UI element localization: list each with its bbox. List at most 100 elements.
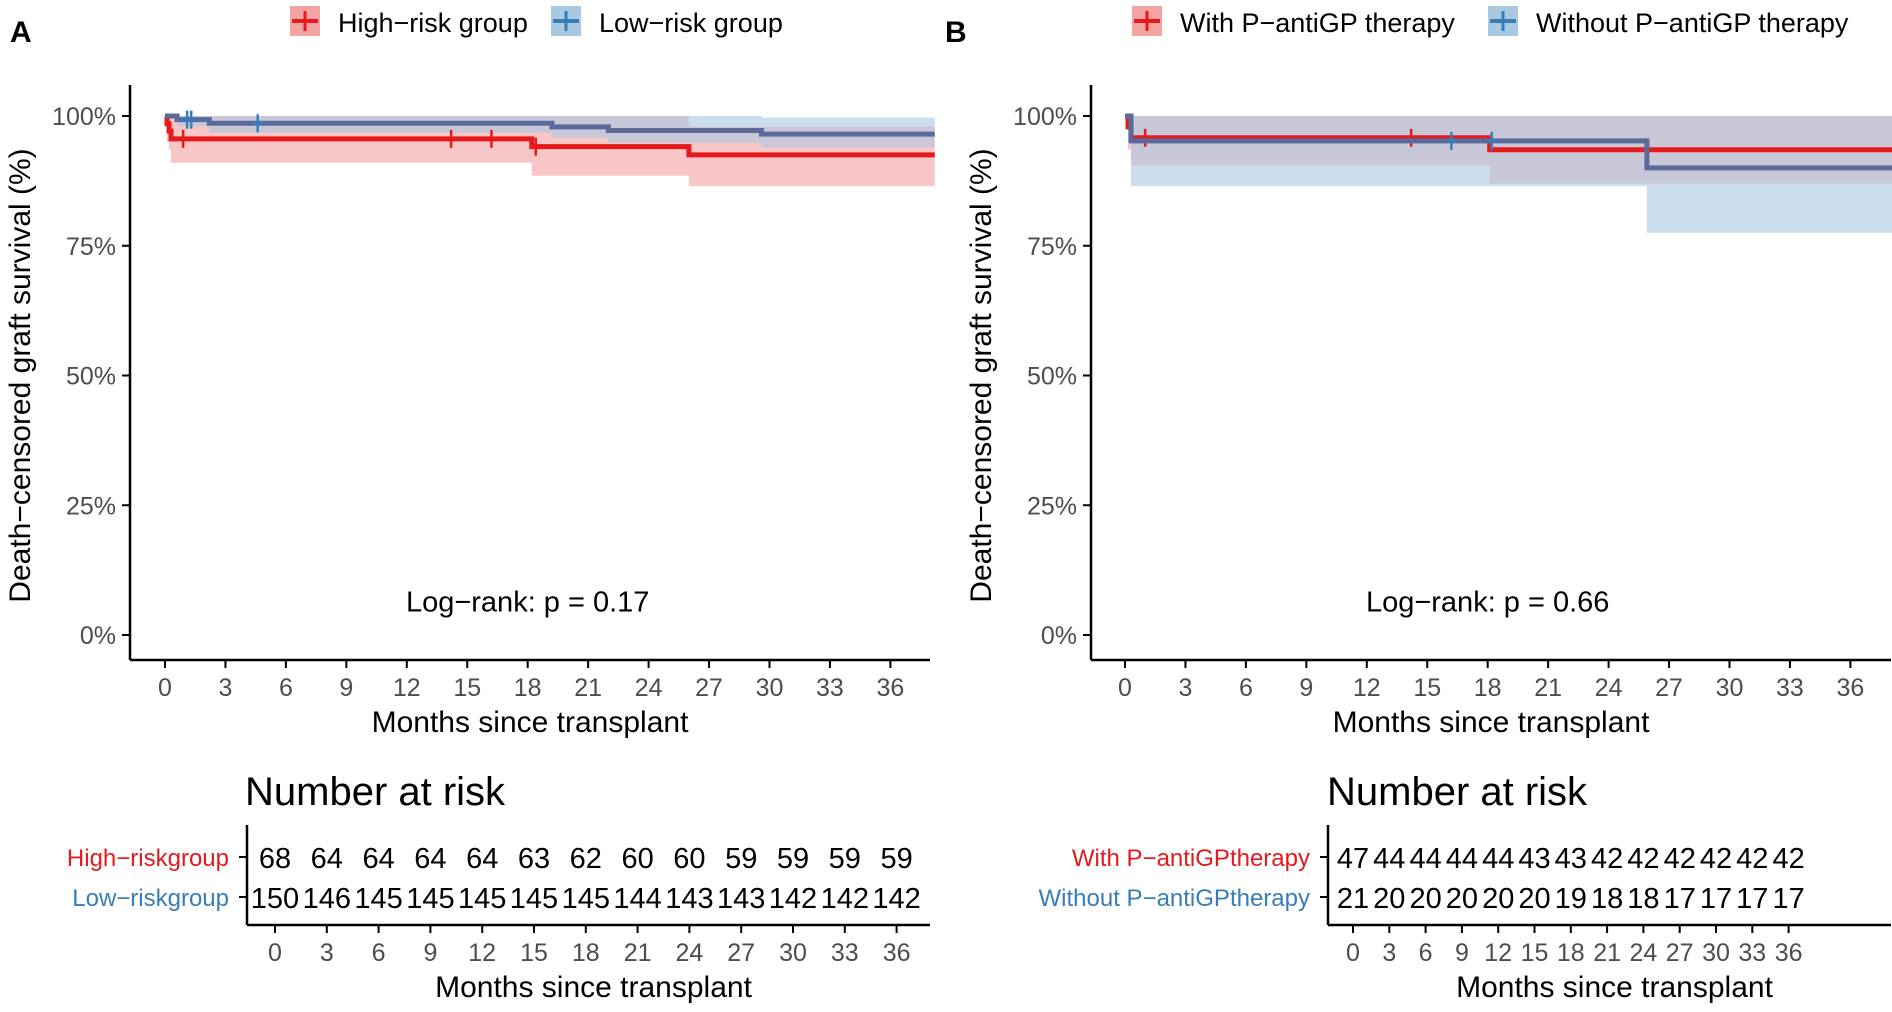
legend-label: High−risk group: [338, 8, 528, 38]
x-tick-label: 18: [1474, 674, 1502, 702]
legend-label: Low−risk group: [599, 8, 783, 38]
risk-count: 42: [1736, 843, 1768, 875]
log-rank-annotation: Log−rank: p = 0.17: [406, 586, 649, 618]
survival-curve-2: [1125, 113, 1892, 171]
risk-count: 64: [466, 843, 498, 875]
risk-count: 42: [1627, 843, 1659, 875]
y-tick-label: 50%: [1027, 363, 1077, 391]
y-axis-title: Death−censored graft survival (%): [4, 148, 37, 602]
risk-count: 44: [1446, 843, 1478, 875]
risk-count: 64: [414, 843, 446, 875]
risk-x-tick-label: 3: [320, 939, 334, 967]
x-axis-title: Months since transplant: [372, 706, 689, 739]
confidence-band-2: [1125, 116, 1892, 233]
risk-x-tick-label: 12: [1484, 939, 1512, 967]
risk-count: 17: [1736, 883, 1768, 915]
risk-count: 145: [406, 883, 454, 915]
risk-count: 143: [665, 883, 713, 915]
risk-count: 146: [303, 883, 351, 915]
risk-count: 142: [769, 883, 817, 915]
risk-x-tick-label: 33: [831, 939, 859, 967]
risk-row-label: With P−antiGPtherapy: [1072, 845, 1310, 872]
risk-count: 20: [1518, 883, 1550, 915]
risk-count: 43: [1555, 843, 1587, 875]
risk-table-x-title: Months since transplant: [1456, 971, 1773, 1004]
risk-x-tick-label: 30: [779, 939, 807, 967]
x-tick-label: 9: [1299, 674, 1313, 702]
survival-curve-2: [165, 113, 935, 137]
risk-x-tick-label: 6: [1419, 939, 1433, 967]
risk-x-tick-label: 15: [520, 939, 548, 967]
x-tick-label: 6: [1239, 674, 1253, 702]
x-tick-label: 27: [1655, 674, 1683, 702]
risk-count: 59: [829, 843, 861, 875]
risk-count: 60: [621, 843, 653, 875]
y-tick-label: 25%: [1027, 492, 1077, 520]
x-tick-label: 3: [1178, 674, 1192, 702]
x-tick-label: 6: [279, 674, 293, 702]
risk-x-tick-label: 15: [1521, 939, 1549, 967]
x-tick-label: 30: [756, 674, 784, 702]
risk-count: 20: [1409, 883, 1441, 915]
risk-count: 142: [821, 883, 869, 915]
x-axis-title: Months since transplant: [1333, 706, 1650, 739]
x-tick-label: 15: [1413, 674, 1441, 702]
risk-x-tick-label: 30: [1702, 939, 1730, 967]
risk-count: 64: [362, 843, 394, 875]
risk-x-tick-label: 3: [1382, 939, 1396, 967]
x-tick-label: 0: [1118, 674, 1132, 702]
risk-count: 144: [613, 883, 661, 915]
risk-count: 20: [1373, 883, 1405, 915]
risk-count: 17: [1772, 883, 1804, 915]
risk-count: 18: [1591, 883, 1623, 915]
y-tick-label: 0%: [80, 622, 116, 650]
risk-x-tick-label: 18: [572, 939, 600, 967]
risk-count: 20: [1482, 883, 1514, 915]
risk-row-label: Without P−antiGPtherapy: [1039, 885, 1310, 912]
risk-x-tick-label: 9: [1455, 939, 1469, 967]
risk-count: 145: [458, 883, 506, 915]
x-tick-label: 24: [1595, 674, 1623, 702]
risk-count: 44: [1373, 843, 1405, 875]
risk-count: 59: [880, 843, 912, 875]
risk-count: 143: [717, 883, 765, 915]
risk-count: 19: [1555, 883, 1587, 915]
y-tick-label: 100%: [1013, 103, 1077, 131]
risk-count: 44: [1482, 843, 1514, 875]
x-tick-label: 30: [1716, 674, 1744, 702]
x-tick-label: 24: [635, 674, 663, 702]
panel-label: B: [945, 16, 967, 49]
risk-x-tick-label: 36: [1775, 939, 1803, 967]
risk-x-tick-label: 36: [883, 939, 911, 967]
risk-count: 142: [872, 883, 920, 915]
y-tick-label: 25%: [66, 492, 116, 520]
y-tick-label: 100%: [52, 103, 116, 131]
risk-count: 42: [1700, 843, 1732, 875]
risk-count: 64: [311, 843, 343, 875]
x-tick-label: 9: [339, 674, 353, 702]
risk-x-tick-label: 24: [1629, 939, 1657, 967]
risk-count: 21: [1337, 883, 1369, 915]
risk-count: 20: [1446, 883, 1478, 915]
risk-count: 59: [777, 843, 809, 875]
y-tick-label: 0%: [1041, 622, 1077, 650]
risk-count: 18: [1627, 883, 1659, 915]
y-tick-label: 75%: [66, 233, 116, 261]
x-tick-label: 0: [158, 674, 172, 702]
panel-label: A: [10, 16, 32, 49]
risk-table-x-title: Months since transplant: [435, 971, 752, 1004]
risk-count: 62: [570, 843, 602, 875]
risk-count: 59: [725, 843, 757, 875]
legend-label: Without P−antiGP therapy: [1536, 8, 1849, 38]
risk-count: 47: [1337, 843, 1369, 875]
y-tick-label: 50%: [66, 363, 116, 391]
x-tick-label: 18: [514, 674, 542, 702]
risk-count: 42: [1591, 843, 1623, 875]
y-tick-label: 75%: [1027, 233, 1077, 261]
risk-x-tick-label: 27: [1666, 939, 1694, 967]
risk-x-tick-label: 27: [727, 939, 755, 967]
risk-row-label: High−riskgroup: [67, 845, 229, 872]
x-tick-label: 36: [1836, 674, 1864, 702]
risk-count: 17: [1664, 883, 1696, 915]
